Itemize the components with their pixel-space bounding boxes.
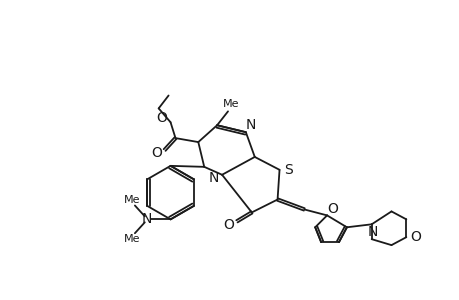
Text: S: S xyxy=(284,163,292,177)
Text: Me: Me xyxy=(123,234,140,244)
Text: O: O xyxy=(409,230,420,244)
Text: N: N xyxy=(141,212,151,226)
Text: O: O xyxy=(156,111,167,125)
Text: Me: Me xyxy=(222,99,239,110)
Text: O: O xyxy=(327,202,338,216)
Text: O: O xyxy=(223,218,234,232)
Text: N: N xyxy=(245,118,256,132)
Text: N: N xyxy=(367,225,377,239)
Text: Me: Me xyxy=(123,194,140,205)
Text: O: O xyxy=(151,146,162,160)
Text: N: N xyxy=(208,171,219,185)
